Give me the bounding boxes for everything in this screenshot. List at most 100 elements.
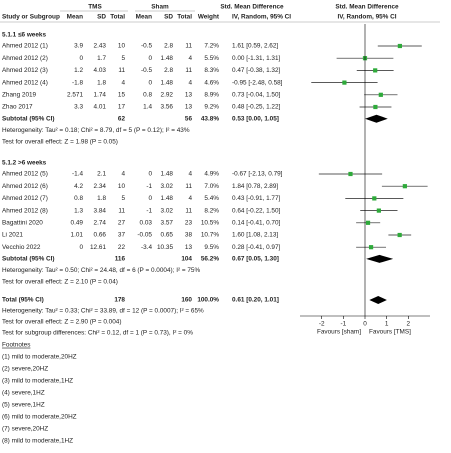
cell: 11 (118, 67, 125, 74)
cell: -0.95 [-2.48, 0.58] (232, 79, 283, 86)
cell: 5 (121, 55, 125, 62)
footnote: (3) mild to moderate,1HZ (2, 378, 73, 385)
summary-diamond (365, 114, 388, 123)
x-tick-label: 1 (385, 321, 389, 328)
cell: 10 (118, 43, 126, 50)
group-header: TMS (88, 4, 102, 11)
total-cell: 178 (114, 297, 125, 304)
heterogeneity: Heterogeneity: Tau² = 0.50; Chi² = 24.48… (2, 267, 200, 274)
cell: 12.61 (90, 244, 106, 251)
cell: 17 (118, 104, 126, 111)
cell: 8.3% (204, 67, 219, 74)
column-header: Total (177, 14, 192, 21)
cell: 5.4% (204, 195, 219, 202)
footnote: (8) mild to moderate,1HZ (2, 438, 73, 445)
footnote: (7) severe,20HZ (2, 426, 48, 433)
cell: 3.57 (161, 219, 174, 226)
cell: 13 (185, 104, 193, 111)
cell: 2.92 (161, 91, 174, 98)
x-tick-label: 2 (407, 321, 411, 328)
cell: 0 (148, 171, 152, 178)
footnotes-title: Footnotes (2, 342, 30, 349)
cell: Ahmed 2012 (7) (2, 195, 48, 202)
effect-square (402, 184, 407, 189)
cell: 0 (79, 55, 83, 62)
cell: 1.48 (161, 171, 174, 178)
group-header: Sham (151, 4, 169, 11)
column-header: Weight (198, 14, 220, 21)
cell: 27 (118, 219, 126, 226)
cell: 1.48 (161, 55, 174, 62)
cell: 2.571 (67, 91, 83, 98)
cell: 2.8 (164, 43, 173, 50)
cell: 0 (148, 195, 152, 202)
cell: 3.84 (94, 207, 107, 214)
subtotal-label: Subtotal (95% CI) (2, 115, 55, 122)
cell: 7.2% (204, 43, 219, 50)
cell: 2.74 (94, 219, 107, 226)
cell: 11 (185, 207, 192, 214)
overall-effect: Test for overall effect: Z = 1.98 (P = 0… (2, 138, 118, 145)
cell: 9.2% (204, 104, 219, 111)
cell: 4.2 (74, 183, 83, 190)
ci-cell: 0.67 [0.05, 1.30] (232, 256, 279, 263)
cell: -0.5 (141, 67, 152, 74)
cell: Zhao 2017 (2, 104, 33, 111)
subgroup-title: 5.1.2 >6 weeks (2, 160, 47, 167)
cell: 0.49 (71, 219, 84, 226)
column-header: Mean (136, 14, 152, 21)
cell: Ahmed 2012 (1) (2, 43, 48, 50)
cell: 0 (148, 79, 152, 86)
cell: 23 (185, 219, 193, 226)
cell: 8.2% (204, 207, 219, 214)
cell: 0.00 [-1.31, 1.31] (232, 55, 281, 62)
overall-effect: Test for overall effect: Z = 2.90 (P = 0… (2, 319, 121, 326)
cell: 1.01 (71, 232, 84, 239)
column-header: IV, Random, 95% CI (337, 14, 396, 21)
footnote: (4) severe,1HZ (2, 390, 45, 397)
cell: 1.7 (97, 55, 106, 62)
cell: 0 (79, 244, 83, 251)
cell: 0.43 [-0.91, 1.77] (232, 195, 281, 202)
cell: 7.0% (204, 183, 219, 190)
cell: 3.02 (161, 207, 174, 214)
effect-square (365, 220, 371, 225)
cell: 38 (185, 232, 193, 239)
cell: Vecchio 2022 (2, 244, 41, 251)
cell: 5 (121, 195, 125, 202)
cell: Ahmed 2012 (8) (2, 207, 48, 214)
cell: Ahmed 2012 (6) (2, 183, 48, 190)
overall-effect: Test for overall effect: Z = 2.10 (P = 0… (2, 279, 118, 286)
footnote: (1) mild to moderate,20HZ (2, 354, 77, 361)
cell: 0.8 (143, 91, 152, 98)
cell: -0.5 (141, 43, 152, 50)
cell: 0.64 [-0.22, 1.50] (232, 207, 281, 214)
cell: 13 (185, 244, 193, 251)
cell: 2.34 (94, 183, 107, 190)
footnote: (2) severe,20HZ (2, 366, 48, 373)
effect-square (376, 208, 381, 213)
cell: 3.56 (161, 104, 174, 111)
cell: 8.9% (204, 91, 219, 98)
column-header: SD (97, 14, 106, 21)
x-tick-label: 0 (363, 321, 367, 328)
cell: 3.9 (74, 43, 83, 50)
cell: 1.84 [0.78, 2.89] (232, 183, 278, 190)
effect-square (397, 43, 402, 49)
total-cell: 56 (185, 115, 193, 122)
total-label: Total (95% CI) (2, 297, 44, 304)
total-cell: 116 (115, 256, 126, 263)
total-cell: 62 (118, 115, 126, 122)
cell: 1.48 (161, 79, 174, 86)
effect-square (372, 196, 377, 201)
column-header: Mean (67, 14, 83, 21)
cell: 0.65 (161, 232, 174, 239)
cell: 0.14 [-0.41, 0.70] (232, 219, 281, 226)
column-header: Total (110, 14, 125, 21)
cell: 0.73 [-0.04, 1.50] (232, 91, 281, 98)
favours-label: Favours [TMS] (369, 329, 411, 336)
cell: 10.7% (201, 232, 219, 239)
effect-square (342, 80, 347, 85)
cell: -1.4 (72, 171, 83, 178)
